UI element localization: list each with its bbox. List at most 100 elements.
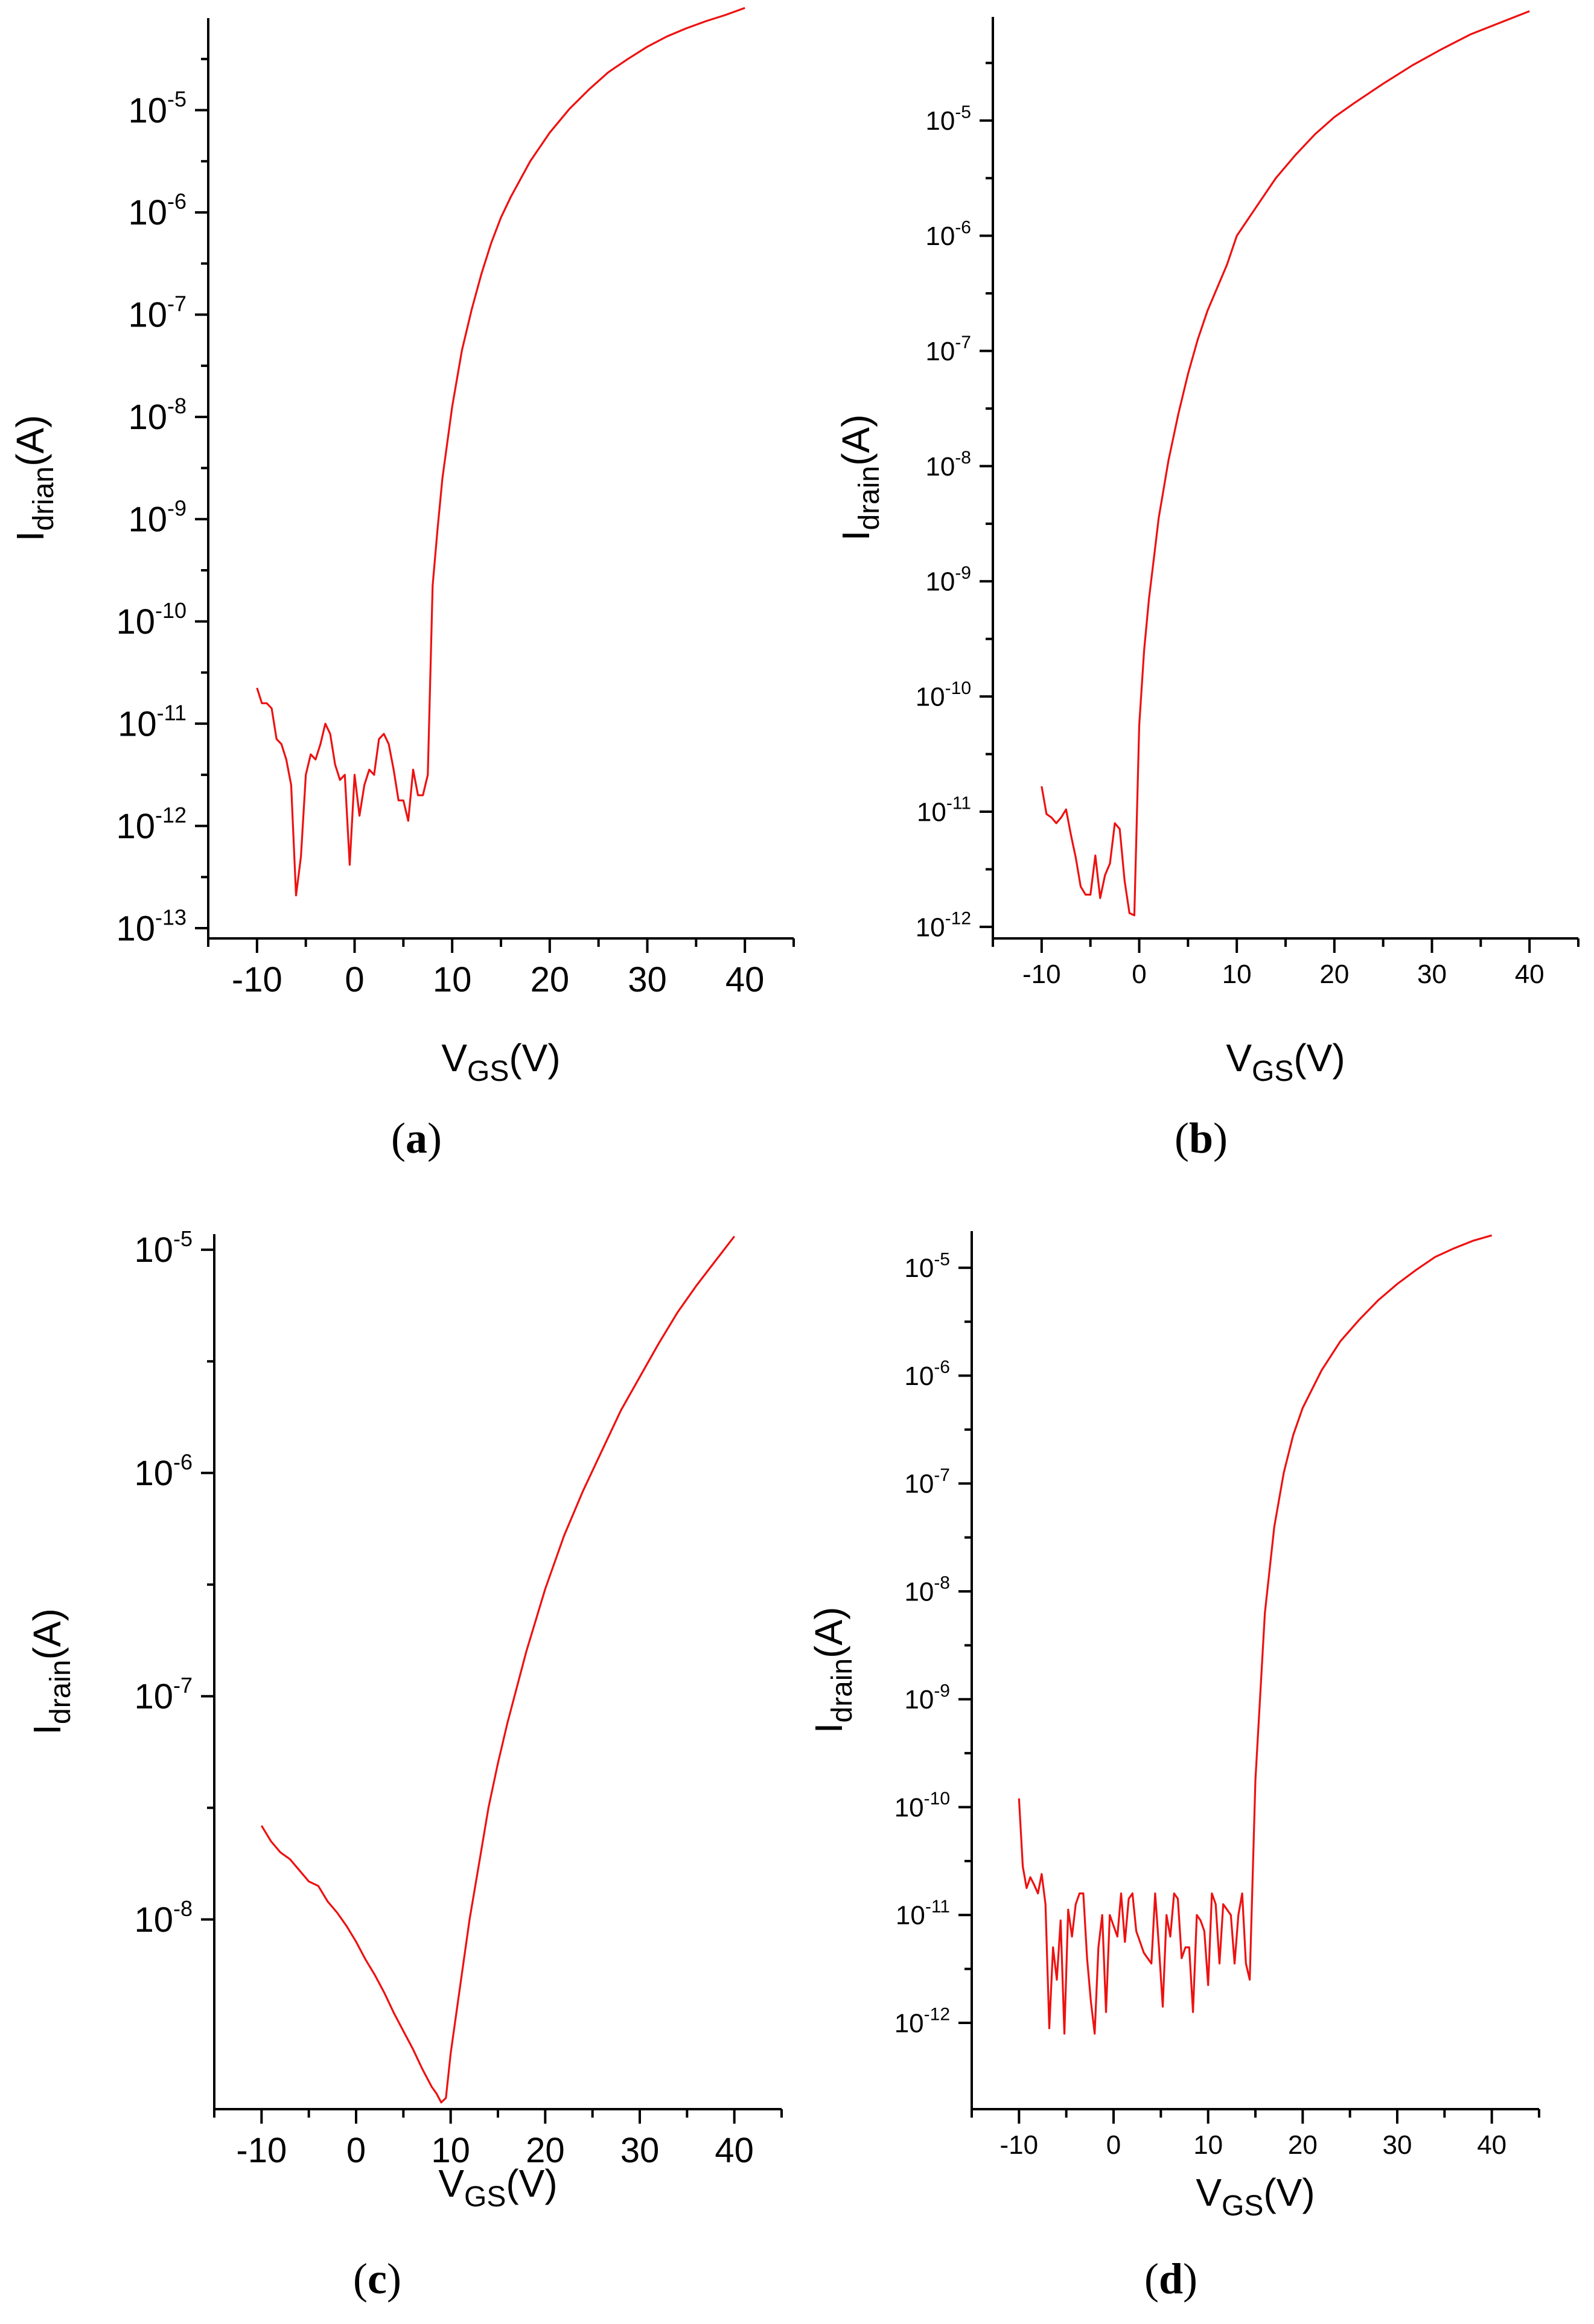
x-axis-label-unit: (V) <box>509 1036 560 1080</box>
y-tick-label: 10-10 <box>116 598 186 641</box>
y-tick-base: 10 <box>134 1454 173 1493</box>
y-tick-base: 10 <box>894 1793 924 1823</box>
y-tick-exponent: -13 <box>155 905 186 929</box>
y-tick-label: 10-6 <box>134 1450 193 1493</box>
y-tick-base: 10 <box>904 1685 934 1714</box>
y-tick-base: 10 <box>916 683 945 712</box>
y-tick-label: 10-8 <box>128 393 186 437</box>
y-tick-label: 10-9 <box>128 495 186 539</box>
y-tick-base: 10 <box>128 500 167 540</box>
panel-label-letter: a <box>406 1114 427 1162</box>
y-tick-exponent: -5 <box>955 102 971 122</box>
y-axis-label-main: I <box>8 531 52 542</box>
y-tick-label: 10-12 <box>116 803 186 846</box>
y-axis-label-main: I <box>807 1723 850 1734</box>
y-tick-base: 10 <box>904 1253 934 1283</box>
y-axis-label: Idrian(A) <box>8 415 60 542</box>
y-axis-label: Idrain(A) <box>834 415 885 541</box>
y-tick-exponent: -8 <box>167 393 186 418</box>
y-tick-label: 10-12 <box>894 2005 950 2039</box>
panel-b: -10 0 10 20 30 4010-1210-1110-1010-910-810-71… <box>834 10 1580 1162</box>
x-tick-label: 10 <box>431 2131 470 2170</box>
x-axis-label-sub: GS <box>467 1055 509 1087</box>
panel-label: (a) <box>391 1114 442 1162</box>
y-tick-label: 10-7 <box>128 291 186 335</box>
y-tick-exponent: -10 <box>945 678 971 698</box>
y-tick-exponent: -6 <box>173 1450 193 1474</box>
y-tick-base: 10 <box>116 807 155 846</box>
y-tick-label: 10-10 <box>894 1789 950 1823</box>
y-tick-exponent: -8 <box>955 448 971 468</box>
y-tick-exponent: -10 <box>924 1789 950 1809</box>
x-tick-label: 20 <box>531 960 570 999</box>
x-tick-label: 30 <box>1417 960 1447 989</box>
x-axis-label-unit: (V) <box>1293 1036 1345 1080</box>
y-tick-label: 10-10 <box>916 678 971 712</box>
x-axis-label-main: V <box>1226 1036 1252 1080</box>
y-tick-label: 10-9 <box>925 563 971 597</box>
x-axis-label-unit: (V) <box>506 2162 557 2205</box>
y-tick-base: 10 <box>916 912 945 942</box>
y-tick-label: 10-8 <box>904 1573 950 1607</box>
y-tick-base: 10 <box>925 106 955 136</box>
panel-a: -10 0 10 20 30 4010-1310-1210-1110-1010-910-8… <box>8 7 795 1162</box>
panel-label: (d) <box>1144 2255 1197 2303</box>
panel-label: (c) <box>353 2255 401 2303</box>
panel-label-letter: c <box>368 2255 387 2303</box>
x-tick-label: 40 <box>1515 960 1545 989</box>
y-tick-base: 10 <box>134 1677 173 1716</box>
y-tick-label: 10-12 <box>916 909 971 943</box>
x-tick-label: 30 <box>620 2131 660 2170</box>
y-tick-base: 10 <box>896 1901 925 1931</box>
panel-d: -10 0 10 20 30 4010-1210-1110-1010-910-810-71… <box>807 1231 1540 2303</box>
y-tick-exponent: -9 <box>955 563 971 583</box>
y-tick-exponent: -9 <box>934 1681 950 1701</box>
y-tick-base: 10 <box>894 2008 924 2038</box>
y-axis-label-unit: (A) <box>8 415 52 466</box>
x-axis-label-sub: GS <box>1252 1055 1293 1087</box>
x-tick-label: 10 <box>433 960 472 999</box>
x-tick-label: 30 <box>628 960 667 999</box>
y-tick-base: 10 <box>904 1577 934 1606</box>
panel-label-letter: d <box>1159 2255 1183 2303</box>
y-tick-label: 10-11 <box>896 1897 950 1931</box>
y-tick-label: 10-7 <box>134 1673 193 1716</box>
transfer-curve-series <box>260 1235 735 2104</box>
y-tick-exponent: -7 <box>955 333 971 352</box>
x-axis-label: VGS(V) <box>438 2162 557 2213</box>
y-tick-label: 10-7 <box>904 1465 950 1499</box>
y-tick-label: 10-5 <box>128 87 186 130</box>
y-tick-base: 10 <box>925 452 955 482</box>
x-tick-label: 20 <box>1288 2130 1318 2160</box>
x-tick-label: 20 <box>1319 960 1349 989</box>
y-tick-base: 10 <box>116 909 155 948</box>
transfer-curve-series <box>1041 10 1530 917</box>
x-axis-label-main: V <box>1196 2171 1222 2214</box>
y-tick-exponent: -10 <box>155 598 186 623</box>
y-tick-label: 10-5 <box>904 1249 950 1283</box>
y-axis-label-unit: (A) <box>834 415 878 466</box>
y-axis-label-unit: (A) <box>807 1607 850 1658</box>
y-axis-label-sub: drain <box>826 1658 858 1723</box>
x-tick-label: 0 <box>345 960 364 999</box>
x-tick-label: 10 <box>1193 2130 1223 2160</box>
y-tick-base: 10 <box>925 221 955 251</box>
y-tick-label: 10-11 <box>917 794 971 827</box>
y-tick-base: 10 <box>128 398 167 437</box>
y-tick-exponent: -6 <box>955 217 971 237</box>
y-tick-exponent: -5 <box>934 1249 950 1269</box>
y-tick-label: 10-8 <box>134 1896 193 1940</box>
x-tick-label: -10 <box>1000 2130 1039 2160</box>
y-tick-base: 10 <box>118 704 157 743</box>
panel-c: -10 0 10 20 30 4010-810-710-610-5VGS(V)Idrain… <box>25 1226 783 2303</box>
y-axis-label-sub: drian <box>28 466 60 531</box>
y-tick-exponent: -6 <box>934 1357 950 1377</box>
y-tick-base: 10 <box>134 1230 173 1270</box>
y-tick-label: 10-6 <box>925 217 971 251</box>
y-tick-base: 10 <box>917 797 946 827</box>
x-tick-label: 40 <box>715 2131 754 2170</box>
x-tick-label: 40 <box>1477 2130 1506 2160</box>
x-tick-label: 10 <box>1222 960 1252 989</box>
y-tick-exponent: -12 <box>155 803 186 827</box>
